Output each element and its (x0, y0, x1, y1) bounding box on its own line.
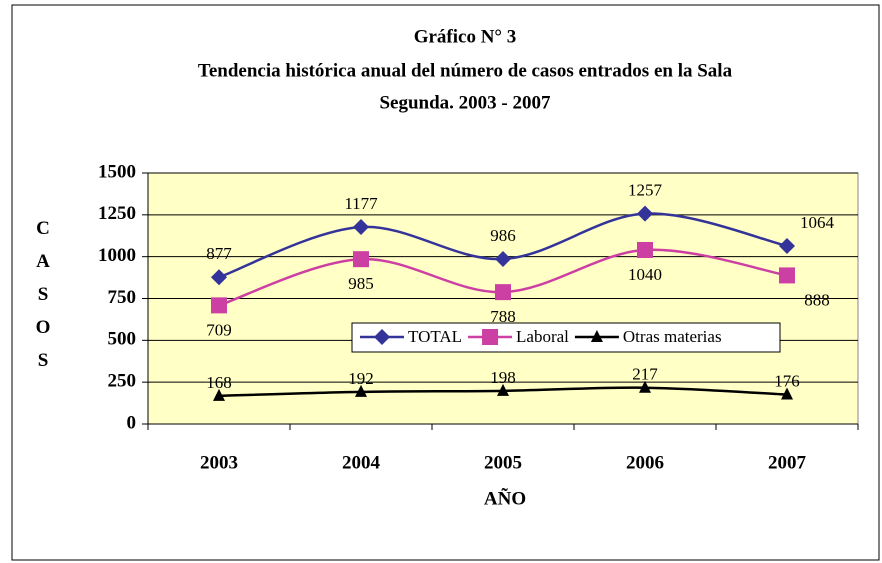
y-tick-label: 1250 (98, 203, 136, 224)
data-label: 198 (490, 368, 516, 387)
chart-title: Gráfico N° 3 (414, 26, 517, 47)
legend-box (351, 322, 781, 353)
data-label: 877 (206, 244, 232, 263)
marker (374, 329, 390, 345)
legend-label: Otras materias (623, 327, 722, 346)
y-tick-label: 0 (127, 412, 137, 433)
data-label: 1064 (800, 213, 835, 232)
marker (353, 251, 369, 268)
x-tick-label: 2005 (484, 452, 522, 473)
y-tick-label: 500 (108, 329, 137, 350)
marker (781, 387, 793, 400)
data-label: 985 (348, 274, 374, 293)
x-tick-label: 2003 (200, 452, 238, 473)
data-label: 168 (206, 373, 232, 392)
y-tick-label: 250 (108, 371, 137, 392)
x-tick-label: 2006 (626, 452, 664, 473)
data-label: 986 (490, 226, 516, 245)
x-tick-label: 2007 (768, 452, 807, 473)
legend-label: TOTAL (408, 327, 462, 346)
marker (353, 219, 369, 236)
marker (495, 284, 511, 301)
marker (482, 329, 499, 345)
y-tick-label: 1000 (98, 245, 136, 266)
y-tick-label: 1500 (98, 161, 136, 182)
marker (637, 205, 653, 222)
marker (495, 251, 511, 268)
marker (637, 241, 653, 258)
x-tick-label: 2004 (342, 452, 381, 473)
legend-label: Laboral (516, 327, 569, 346)
marker (590, 330, 603, 342)
data-label: 176 (774, 371, 800, 390)
marker (639, 380, 651, 393)
marker (497, 383, 509, 396)
legend: TOTAL Laboral Otras materias (351, 322, 781, 353)
data-label: 192 (348, 369, 374, 388)
marker (355, 384, 367, 397)
marker (211, 297, 227, 314)
y-tick-label: 750 (108, 287, 137, 308)
marker (779, 267, 795, 284)
data-label: 1257 (628, 181, 663, 200)
marker (211, 269, 227, 286)
marker (779, 237, 795, 254)
data-label: 1040 (628, 265, 662, 284)
data-label: 788 (490, 307, 516, 326)
x-axis-label: AÑO (484, 487, 526, 509)
chart-subtitle: Tendencia histórica anual del número de … (198, 60, 733, 81)
marker (213, 388, 225, 401)
chart-subtitle: Segunda. 2003 - 2007 (379, 92, 551, 113)
data-label: 709 (206, 320, 232, 339)
data-label: 217 (632, 365, 658, 384)
data-label: 888 (804, 290, 830, 309)
data-label: 1177 (344, 194, 378, 213)
